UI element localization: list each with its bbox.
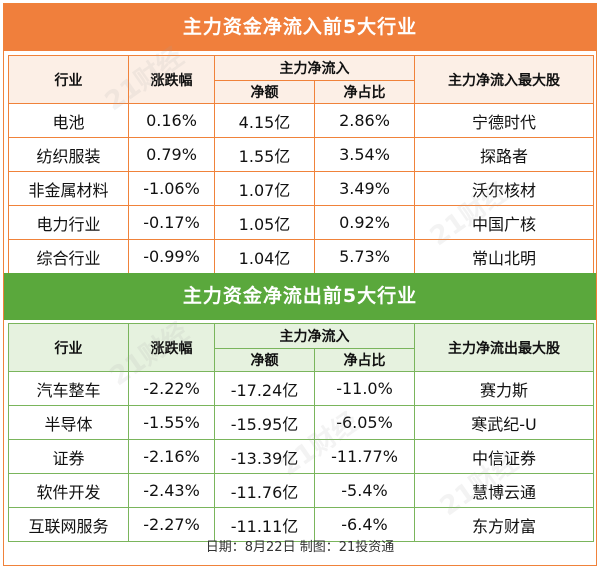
cell-change: -0.99% (128, 239, 215, 274)
cell-ratio: -11.0% (314, 371, 415, 406)
cell-amount: -17.24亿 (214, 371, 315, 406)
cell-amount: 1.04亿 (214, 239, 315, 274)
header-ratio: 净占比 (314, 348, 415, 372)
cell-amount: 1.07亿 (214, 171, 315, 206)
cell-ratio: 3.54% (314, 137, 415, 172)
footer-credit: 日期：8月22日 制图：21投资通 (205, 540, 395, 555)
outflow-table: 行业 涨跌幅 主力净流入 主力净流出最大股 净额 净占比 汽车整车 -2.22%… (8, 323, 594, 542)
header-top-stock: 主力净流出最大股 (414, 323, 594, 372)
cell-amount: -13.39亿 (214, 439, 315, 474)
header-industry: 行业 (8, 323, 129, 372)
cell-stock: 慧博云通 (414, 473, 594, 508)
cell-ratio: -5.4% (314, 473, 415, 508)
cell-industry: 纺织服装 (8, 137, 129, 172)
cell-amount: 1.05亿 (214, 205, 315, 240)
cell-ratio: -6.4% (314, 507, 415, 542)
cell-stock: 东方财富 (414, 507, 594, 542)
header-ratio: 净占比 (314, 80, 415, 104)
header-top-stock: 主力净流入最大股 (414, 55, 594, 104)
cell-change: -2.22% (128, 371, 215, 406)
header-amount: 净额 (214, 348, 315, 372)
cell-industry: 综合行业 (8, 239, 129, 274)
outflow-title: 主力资金净流出前5大行业 (4, 273, 596, 320)
cell-ratio: 5.73% (314, 239, 415, 274)
header-change: 涨跌幅 (128, 323, 215, 372)
table-row: 非金属材料 -1.06% 1.07亿 3.49% 沃尔核材 (8, 171, 594, 206)
cell-change: -1.06% (128, 171, 215, 206)
table-row: 电力行业 -0.17% 1.05亿 0.92% 中国广核 (8, 205, 594, 240)
cell-amount: -15.95亿 (214, 405, 315, 440)
cell-change: -1.55% (128, 405, 215, 440)
cell-stock: 沃尔核材 (414, 171, 594, 206)
inflow-title: 主力资金净流入前5大行业 (4, 4, 596, 51)
cell-ratio: 2.86% (314, 103, 415, 138)
cell-change: -2.16% (128, 439, 215, 474)
cell-amount: 1.55亿 (214, 137, 315, 172)
cell-industry: 电力行业 (8, 205, 129, 240)
header-net-inflow-group: 主力净流入 (214, 323, 415, 349)
report-card: 主力资金净流入前5大行业 行业 涨跌幅 主力净流入 主力净流入最大股 净额 净占… (3, 3, 597, 566)
cell-ratio: 3.49% (314, 171, 415, 206)
cell-change: -2.43% (128, 473, 215, 508)
header-industry: 行业 (8, 55, 129, 104)
cell-industry: 互联网服务 (8, 507, 129, 542)
table-row: 半导体 -1.55% -15.95亿 -6.05% 寒武纪-U (8, 405, 594, 440)
table-row: 汽车整车 -2.22% -17.24亿 -11.0% 赛力斯 (8, 371, 594, 406)
cell-amount: -11.11亿 (214, 507, 315, 542)
cell-industry: 半导体 (8, 405, 129, 440)
table-row: 电池 0.16% 4.15亿 2.86% 宁德时代 (8, 103, 594, 138)
cell-stock: 探路者 (414, 137, 594, 172)
cell-stock: 寒武纪-U (414, 405, 594, 440)
cell-industry: 非金属材料 (8, 171, 129, 206)
table-row: 软件开发 -2.43% -11.76亿 -5.4% 慧博云通 (8, 473, 594, 508)
cell-industry: 电池 (8, 103, 129, 138)
header-amount: 净额 (214, 80, 315, 104)
cell-change: 0.79% (128, 137, 215, 172)
table-row: 综合行业 -0.99% 1.04亿 5.73% 常山北明 (8, 239, 594, 274)
cell-stock: 赛力斯 (414, 371, 594, 406)
cell-change: 0.16% (128, 103, 215, 138)
table-row: 纺织服装 0.79% 1.55亿 3.54% 探路者 (8, 137, 594, 172)
cell-ratio: 0.92% (314, 205, 415, 240)
cell-stock: 常山北明 (414, 239, 594, 274)
table-row: 互联网服务 -2.27% -11.11亿 -6.4% 东方财富 (8, 507, 594, 542)
cell-amount: -11.76亿 (214, 473, 315, 508)
cell-stock: 宁德时代 (414, 103, 594, 138)
header-net-inflow-group: 主力净流入 (214, 55, 415, 81)
cell-amount: 4.15亿 (214, 103, 315, 138)
cell-industry: 汽车整车 (8, 371, 129, 406)
cell-stock: 中国广核 (414, 205, 594, 240)
cell-industry: 证券 (8, 439, 129, 474)
table-row: 证券 -2.16% -13.39亿 -11.77% 中信证券 (8, 439, 594, 474)
cell-ratio: -6.05% (314, 405, 415, 440)
cell-industry: 软件开发 (8, 473, 129, 508)
cell-change: -0.17% (128, 205, 215, 240)
cell-stock: 中信证券 (414, 439, 594, 474)
inflow-table: 行业 涨跌幅 主力净流入 主力净流入最大股 净额 净占比 电池 0.16% 4.… (8, 55, 594, 274)
cell-ratio: -11.77% (314, 439, 415, 474)
header-change: 涨跌幅 (128, 55, 215, 104)
